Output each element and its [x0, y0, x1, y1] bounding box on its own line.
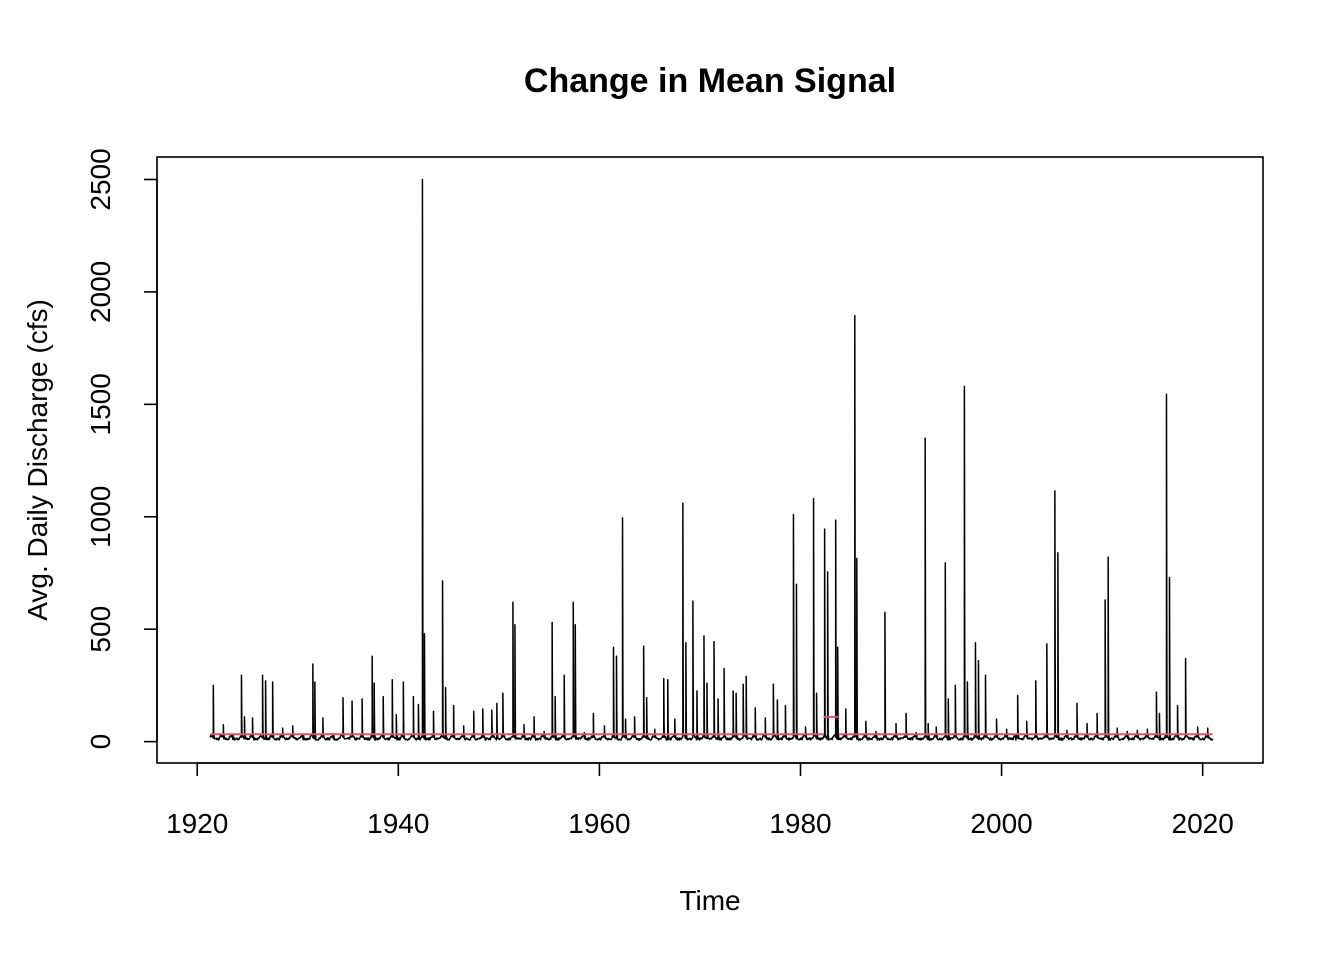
x-axis-label: Time: [679, 885, 740, 916]
x-tick-label: 2000: [970, 808, 1032, 839]
y-tick-label: 0: [85, 734, 116, 750]
y-tick-label: 500: [85, 606, 116, 653]
x-tick-label: 2020: [1172, 808, 1234, 839]
x-axis: 1920 1940 1960 1980 2000 2020: [166, 762, 1234, 839]
y-axis: 0 500 1000 1500 2000 2500: [85, 148, 158, 750]
plot-frame: [156, 156, 1264, 764]
x-tick-label: 1920: [166, 808, 228, 839]
x-tick-label: 1940: [367, 808, 429, 839]
discharge-line: [209, 178, 1214, 741]
y-tick-label: 1000: [85, 486, 116, 548]
y-tick-label: 2000: [85, 261, 116, 323]
y-tick-label: 2500: [85, 148, 116, 210]
plot-clip-group: [209, 178, 1214, 741]
x-tick-label: 1980: [769, 808, 831, 839]
discharge-series: [209, 178, 1214, 741]
x-tick-label: 1960: [568, 808, 630, 839]
mean-signal-series: [210, 715, 1213, 736]
chart-title: Change in Mean Signal: [524, 62, 896, 100]
y-axis-label: Avg. Daily Discharge (cfs): [22, 299, 53, 621]
y-tick-label: 1500: [85, 373, 116, 435]
